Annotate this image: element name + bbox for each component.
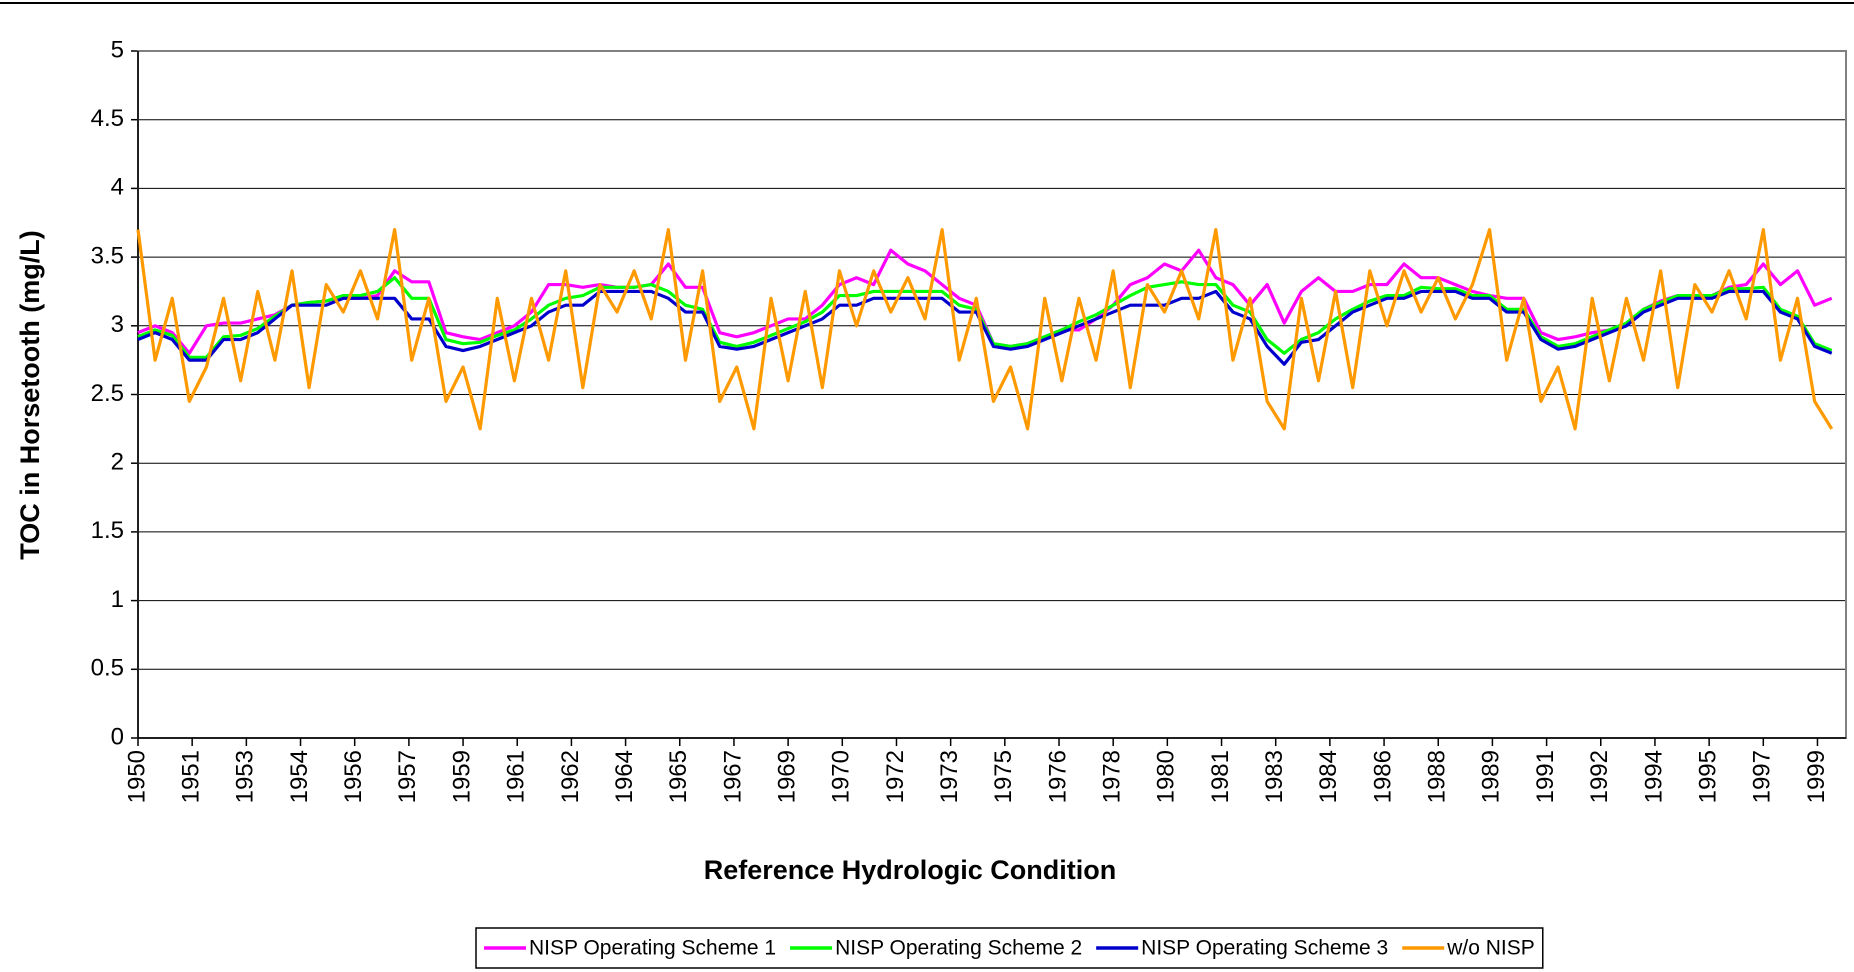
x-tick-label: 1957 — [394, 750, 421, 803]
y-tick-label: 1 — [111, 586, 124, 613]
x-tick-label: 1989 — [1478, 750, 1505, 803]
y-tick-label: 1.5 — [91, 517, 124, 544]
x-tick-label: 1983 — [1261, 750, 1288, 803]
x-tick-label: 1991 — [1532, 750, 1559, 803]
y-tick-label: 0.5 — [91, 655, 124, 682]
x-tick-label: 1970 — [828, 750, 855, 803]
y-tick-label: 4 — [111, 174, 124, 201]
y-tick-label: 2 — [111, 449, 124, 476]
y-tick-label: 3.5 — [91, 242, 124, 269]
y-tick-label: 3 — [111, 311, 124, 338]
x-tick-label: 1976 — [1044, 750, 1071, 803]
series-line — [136, 228, 1834, 431]
x-tick-label: 1950 — [123, 750, 150, 803]
x-axis-title: Reference Hydrologic Condition — [704, 855, 1117, 885]
x-tick-label: 1967 — [719, 750, 746, 803]
y-tick-label: 0 — [111, 723, 124, 750]
legend-label: NISP Operating Scheme 2 — [835, 937, 1082, 960]
legend-label: NISP Operating Scheme 1 — [529, 937, 776, 960]
x-tick-label: 1988 — [1424, 750, 1451, 803]
x-tick-label: 1956 — [340, 750, 367, 803]
y-tick-label: 4.5 — [91, 105, 124, 132]
x-tick-label: 1984 — [1315, 750, 1342, 803]
legend-label: NISP Operating Scheme 3 — [1141, 937, 1388, 960]
x-tick-label: 1994 — [1640, 750, 1667, 803]
x-tick-label: 1980 — [1153, 750, 1180, 803]
series-line — [137, 248, 1833, 355]
x-tick-label: 1973 — [936, 750, 963, 803]
legend: NISP Operating Scheme 1 NISP Operating Sc… — [475, 927, 1544, 969]
x-tick-label: 1981 — [1207, 750, 1234, 803]
x-tick-label: 1962 — [557, 750, 584, 803]
x-tick-label: 1992 — [1586, 750, 1613, 803]
x-tick-label: 1978 — [1099, 750, 1126, 803]
x-tick-label: 1959 — [448, 750, 475, 803]
x-tick-label: 1951 — [178, 750, 205, 803]
y-tick-label: 5 — [111, 36, 124, 63]
x-tick-label: 1964 — [611, 750, 638, 803]
y-tick-label: 2.5 — [91, 380, 124, 407]
x-tick-label: 1995 — [1694, 750, 1721, 803]
x-tick-label: 1965 — [665, 750, 692, 803]
legend-box — [475, 927, 1544, 969]
legend-label: w/o NISP — [1446, 937, 1535, 960]
x-tick-label: 1972 — [882, 750, 909, 803]
x-tick-label: 1975 — [990, 750, 1017, 803]
x-tick-label: 1969 — [773, 750, 800, 803]
x-tick-label: 1961 — [503, 750, 530, 803]
x-tick-label: 1953 — [232, 750, 259, 803]
x-tick-label: 1999 — [1803, 750, 1830, 803]
x-tick-label: 1986 — [1369, 750, 1396, 803]
x-tick-label: 1997 — [1749, 750, 1776, 803]
series-line — [137, 289, 1833, 366]
y-axis-title: TOC in Horsetooth (mg/L) — [15, 230, 45, 559]
x-tick-label: 1954 — [286, 750, 313, 803]
